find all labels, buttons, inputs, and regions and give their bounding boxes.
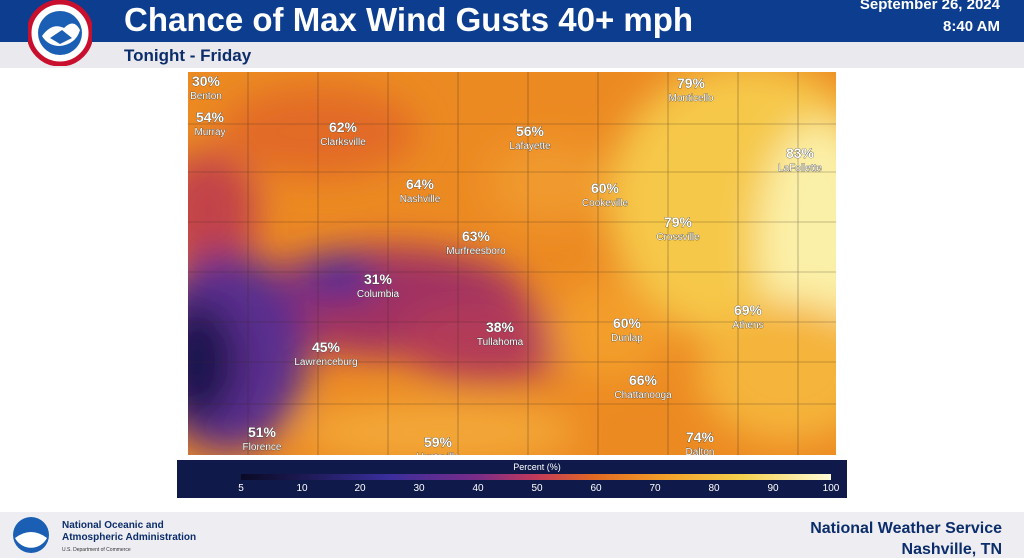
city-percent: 31% — [364, 271, 393, 287]
city-percent: 38% — [486, 319, 515, 335]
time: 8:40 AM — [943, 18, 1000, 35]
city-percent: 64% — [406, 176, 435, 192]
city-name: LaFollette — [778, 163, 822, 174]
date-time: September 26, 2024 8:40 AM — [860, 0, 1000, 38]
date: September 26, 2024 — [859, 0, 1000, 13]
city-percent: 62% — [329, 119, 358, 135]
legend-tick-label: 20 — [354, 483, 366, 494]
city-percent: 56% — [516, 123, 545, 139]
header: Chance of Max Wind Gusts 40+ mph Septemb… — [0, 0, 1024, 42]
city-percent: 74% — [686, 429, 715, 445]
footer: National Oceanic and Atmospheric Adminis… — [0, 512, 1024, 558]
city-percent: 60% — [591, 180, 620, 196]
subtitle: Tonight - Friday — [124, 46, 252, 65]
city-name: Clarksville — [320, 137, 366, 148]
city-percent: 66% — [629, 372, 658, 388]
map: 30% Benton 54% Murray 62% Clarksville 56% Lafay… — [188, 72, 836, 455]
city-name: Chattanooga — [614, 390, 672, 401]
nws-logo — [28, 0, 92, 66]
office-location: Nashville, TN — [901, 541, 1002, 558]
city-name: Huntsville — [416, 452, 460, 455]
city-name: Lawrenceburg — [294, 357, 357, 368]
agency-sub: U.S. Department of Commerce — [62, 547, 131, 553]
city-percent: 63% — [462, 228, 491, 244]
city-percent: 51% — [248, 424, 277, 440]
city-name: Cookeville — [582, 198, 629, 209]
title: Chance of Max Wind Gusts 40+ mph — [124, 1, 694, 38]
city-name: Murfreesboro — [446, 246, 506, 257]
color-legend: Percent (%) 5 10 20 30 40 50 60 70 80 90 100 — [177, 460, 847, 498]
legend-tick-label: 70 — [649, 483, 661, 494]
subtitle-bar: Tonight - Friday — [0, 42, 1024, 68]
office-name: National Weather Service — [810, 520, 1002, 537]
city-percent: 79% — [677, 75, 706, 91]
city-name: Benton — [190, 91, 222, 102]
city-name: Murray — [194, 127, 225, 138]
agency-line: Atmospheric Administration — [62, 532, 197, 543]
legend-title: Percent (%) — [513, 462, 561, 472]
agency-line: National Oceanic and — [62, 520, 164, 531]
city-name: Dunlap — [611, 333, 643, 344]
city-percent: 60% — [613, 315, 642, 331]
city-name: Florence — [243, 442, 282, 453]
city-percent: 30% — [192, 73, 221, 89]
city-percent: 59% — [424, 434, 453, 450]
legend-tick-label: 10 — [296, 483, 308, 494]
legend-tick-label: 30 — [413, 483, 425, 494]
city-name: Monticello — [668, 93, 713, 104]
noaa-logo — [13, 517, 49, 553]
legend-tick-label: 5 — [238, 483, 244, 494]
city-name: Dalton — [686, 447, 715, 455]
legend-tick-label: 90 — [767, 483, 779, 494]
office: National Weather Service Nashville, TN — [810, 518, 1002, 560]
city-name: Crossville — [656, 232, 700, 243]
city-percent: 54% — [196, 109, 225, 125]
legend-tick-label: 100 — [823, 483, 840, 494]
legend-tick-label: 60 — [590, 483, 602, 494]
city-name: Tullahoma — [477, 337, 524, 348]
city-name: Nashville — [400, 194, 441, 205]
city-percent: 79% — [664, 214, 693, 230]
city-percent: 45% — [312, 339, 341, 355]
city-percent: 83% — [786, 145, 815, 161]
city-name: Athens — [732, 320, 763, 331]
legend-tick-label: 40 — [472, 483, 484, 494]
city-name: Columbia — [357, 289, 400, 300]
city-percent: 69% — [734, 302, 763, 318]
city-name: Lafayette — [509, 141, 551, 152]
legend-tick-label: 50 — [531, 483, 543, 494]
legend-tick-label: 80 — [708, 483, 720, 494]
agency: National Oceanic and Atmospheric Adminis… — [62, 520, 196, 556]
